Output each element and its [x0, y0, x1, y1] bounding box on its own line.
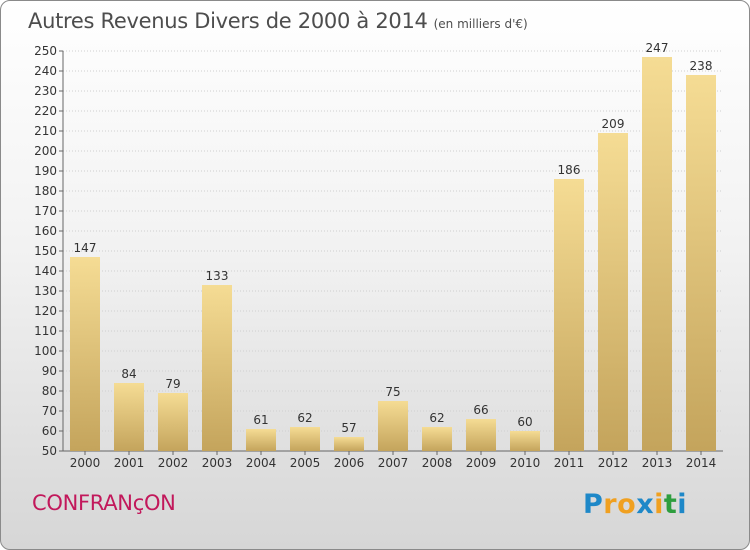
- bar: [422, 427, 452, 451]
- bar: [202, 285, 232, 451]
- x-tick-label: 2006: [334, 456, 365, 470]
- y-tick-label: 170: [34, 204, 57, 218]
- x-tick-label: 2013: [642, 456, 673, 470]
- x-tick-label: 2007: [378, 456, 409, 470]
- data-label: 79: [165, 377, 180, 391]
- data-label: 147: [74, 241, 97, 255]
- y-tick-label: 70: [42, 404, 57, 418]
- y-tick-label: 190: [34, 164, 57, 178]
- x-tick-label: 2004: [246, 456, 277, 470]
- y-tick-label: 60: [42, 424, 57, 438]
- y-tick-label: 200: [34, 144, 57, 158]
- data-label: 133: [206, 269, 229, 283]
- data-label: 62: [297, 411, 312, 425]
- data-label: 75: [385, 385, 400, 399]
- y-tick-label: 50: [42, 444, 57, 458]
- bar: [70, 257, 100, 451]
- y-tick-label: 160: [34, 224, 57, 238]
- bar: [466, 419, 496, 451]
- logo-letter: t: [663, 489, 678, 520]
- bar: [510, 431, 540, 451]
- commune-name: CONFRANçON: [32, 491, 176, 515]
- bar: [158, 393, 188, 451]
- data-label: 61: [253, 413, 268, 427]
- logo-letter: P: [583, 489, 604, 520]
- unit-label: (en milliers d'€): [433, 17, 528, 31]
- data-label: 209: [602, 117, 625, 131]
- y-tick-label: 110: [34, 324, 57, 338]
- x-tick-label: 2002: [158, 456, 189, 470]
- y-tick-label: 230: [34, 84, 57, 98]
- bar: [114, 383, 144, 451]
- bar: [290, 427, 320, 451]
- data-label: 186: [558, 163, 581, 177]
- bar: [334, 437, 364, 451]
- y-tick-label: 220: [34, 104, 57, 118]
- y-tick-label: 90: [42, 364, 57, 378]
- chart-title: Autres Revenus Divers de 2000 à 2014 (en …: [28, 9, 528, 33]
- logo-letter: o: [617, 489, 637, 520]
- y-tick-label: 180: [34, 184, 57, 198]
- logo-letter: i: [677, 489, 688, 520]
- bar: [246, 429, 276, 451]
- y-tick-label: 150: [34, 244, 57, 258]
- data-label: 62: [429, 411, 444, 425]
- x-tick-label: 2011: [554, 456, 585, 470]
- x-tick-label: 2010: [510, 456, 541, 470]
- y-tick-label: 240: [34, 64, 57, 78]
- proxiti-logo: Proxiti: [583, 489, 687, 520]
- bar: [598, 133, 628, 451]
- bar: [554, 179, 584, 451]
- bar: [686, 75, 716, 451]
- y-tick-label: 140: [34, 264, 57, 278]
- y-tick-label: 120: [34, 304, 57, 318]
- logo-letter: i: [654, 489, 664, 520]
- logo-letter: x: [636, 489, 655, 520]
- data-label: 60: [517, 415, 532, 429]
- y-tick-label: 80: [42, 384, 57, 398]
- x-tick-label: 2000: [70, 456, 101, 470]
- logo-letter: r: [603, 489, 618, 520]
- bar: [378, 401, 408, 451]
- data-label: 57: [341, 421, 356, 435]
- title-text: Autres Revenus Divers de 2000 à 2014: [28, 9, 428, 33]
- data-label: 66: [473, 403, 488, 417]
- data-label: 247: [646, 41, 669, 55]
- y-tick-label: 130: [34, 284, 57, 298]
- x-tick-label: 2008: [422, 456, 453, 470]
- x-tick-label: 2001: [114, 456, 145, 470]
- y-tick-label: 210: [34, 124, 57, 138]
- x-tick-label: 2005: [290, 456, 321, 470]
- x-tick-label: 2014: [686, 456, 717, 470]
- y-tick-label: 100: [34, 344, 57, 358]
- data-label: 84: [121, 367, 136, 381]
- data-label: 238: [690, 59, 713, 73]
- x-tick-label: 2009: [466, 456, 497, 470]
- x-tick-label: 2012: [598, 456, 629, 470]
- x-tick-label: 2003: [202, 456, 233, 470]
- bar: [642, 57, 672, 451]
- y-tick-label: 250: [34, 44, 57, 58]
